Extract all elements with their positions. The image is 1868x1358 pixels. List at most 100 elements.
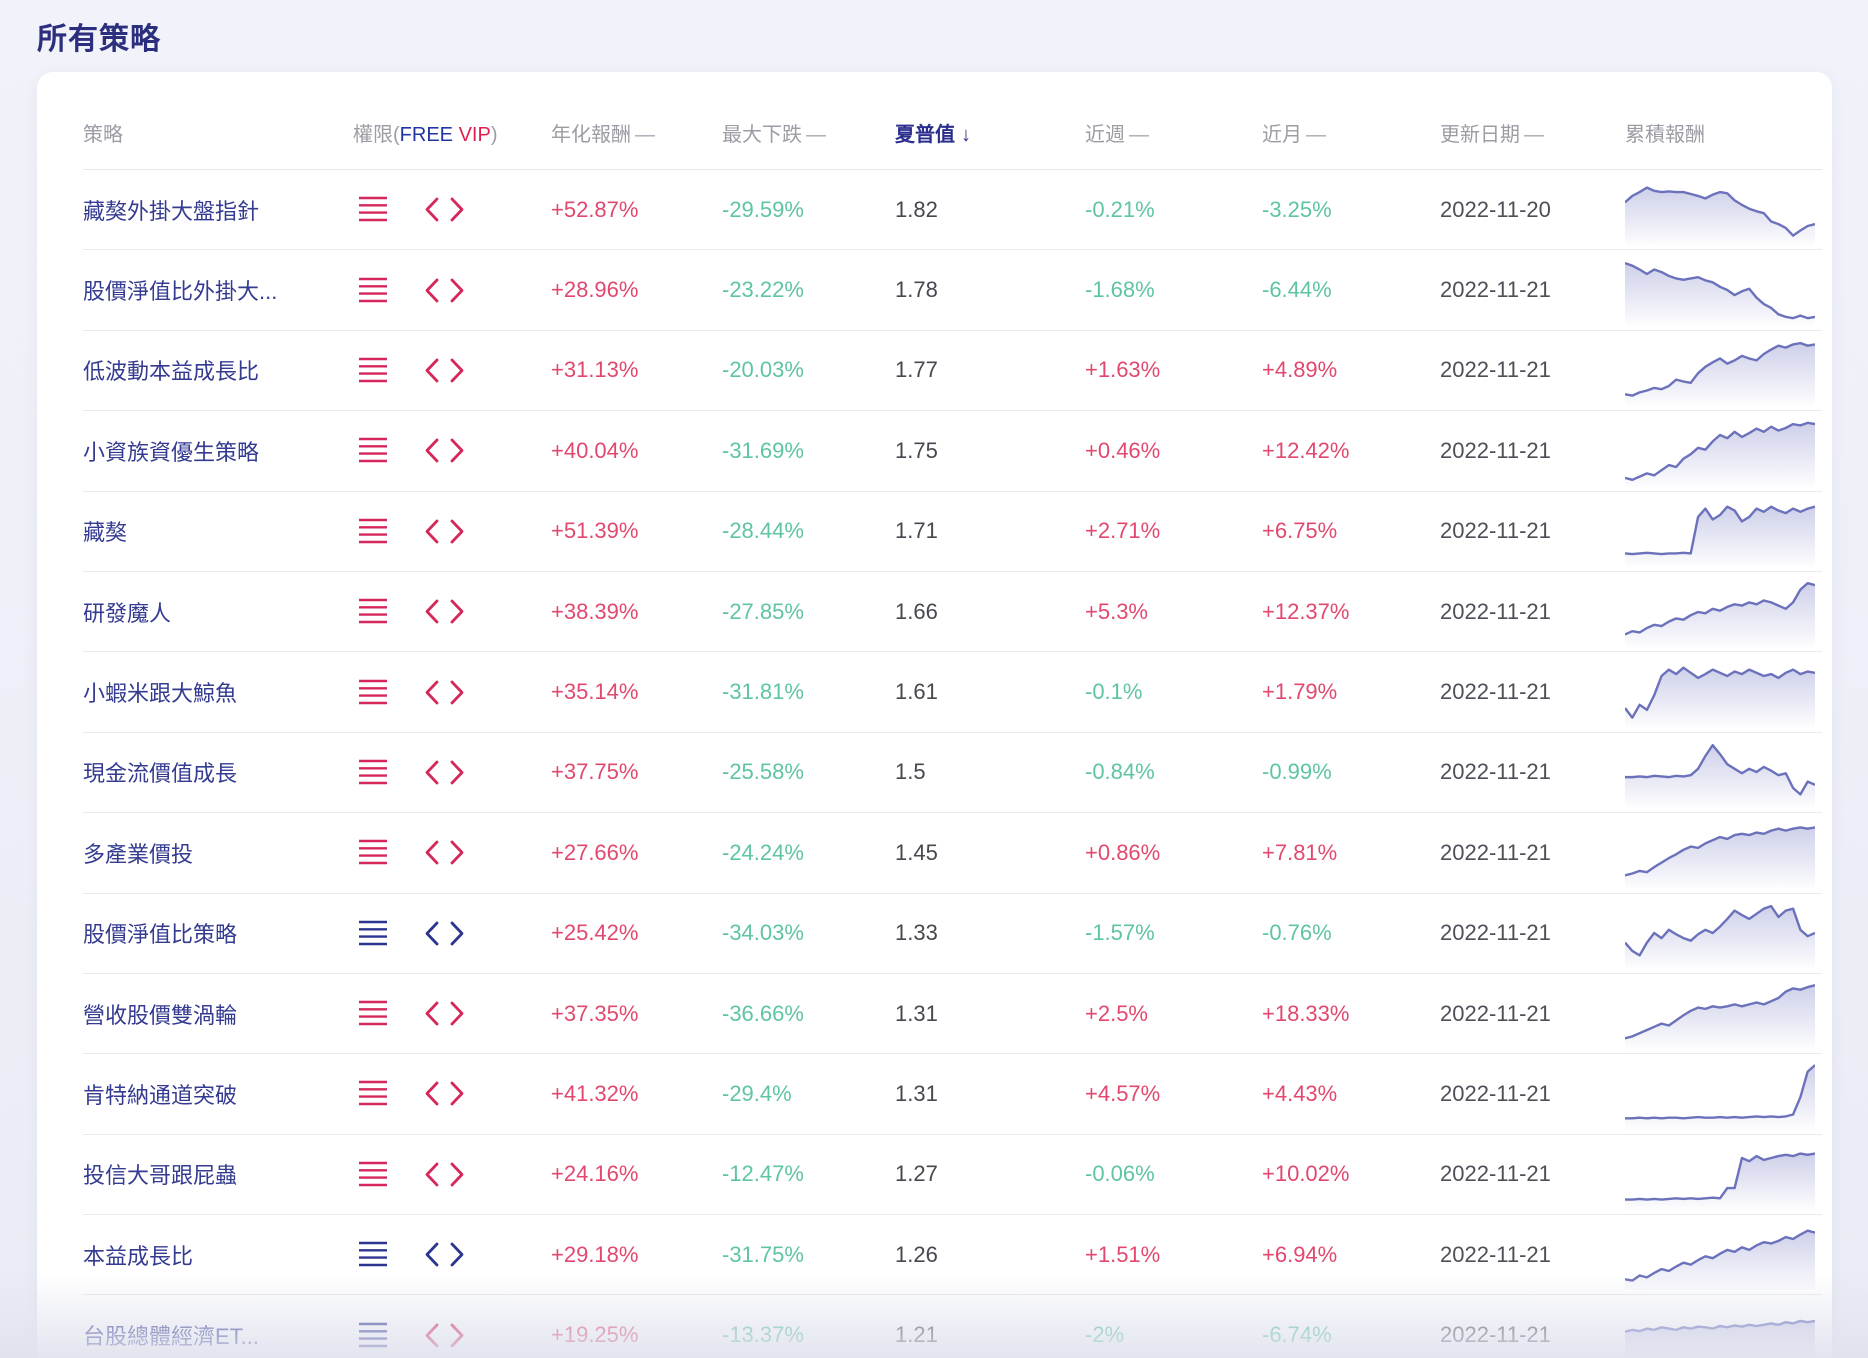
code-icon[interactable] bbox=[422, 196, 467, 223]
annualized-return-value: +24.16% bbox=[551, 1161, 639, 1187]
recent-month-value: -6.74% bbox=[1262, 1322, 1332, 1348]
annualized-return-value: +38.39% bbox=[551, 598, 639, 624]
permission-cell bbox=[353, 277, 551, 304]
sharpe-value: 1.27 bbox=[895, 1161, 938, 1187]
annualized-return-value: +27.66% bbox=[551, 839, 639, 865]
code-icon[interactable] bbox=[422, 1161, 467, 1188]
update-date: 2022-11-21 bbox=[1440, 1161, 1551, 1187]
annualized-return-value: +37.35% bbox=[551, 1000, 639, 1026]
recent-week-value: +1.51% bbox=[1085, 1241, 1161, 1267]
table-row[interactable]: 藏獒 +51.39% -28.44% 1.71 +2.71% +6.75% bbox=[83, 492, 1822, 572]
table-row[interactable]: 股價淨值比策略 +25.42% -34.03% 1.33 -1.57% -0.7 bbox=[83, 894, 1822, 974]
list-icon[interactable] bbox=[358, 920, 388, 947]
list-icon[interactable] bbox=[358, 437, 388, 464]
max-drawdown-value: -31.75% bbox=[722, 1241, 804, 1267]
table-row[interactable]: 研發魔人 +38.39% -27.85% 1.66 +5.3% +12.37% bbox=[83, 572, 1822, 653]
table-row[interactable]: 台股總體經濟ET... +19.25% -13.37% 1.21 -2% -6. bbox=[83, 1295, 1822, 1358]
code-icon[interactable] bbox=[422, 679, 467, 706]
update-date: 2022-11-21 bbox=[1440, 437, 1551, 463]
list-icon[interactable] bbox=[358, 518, 388, 545]
strategy-name: 藏獒 bbox=[83, 520, 128, 546]
code-icon[interactable] bbox=[422, 1322, 467, 1349]
code-icon[interactable] bbox=[422, 839, 467, 866]
recent-month-value: +6.75% bbox=[1262, 518, 1338, 544]
permission-cell bbox=[353, 1000, 551, 1027]
permission-cell bbox=[353, 759, 551, 786]
code-icon[interactable] bbox=[422, 759, 467, 786]
table-row[interactable]: 藏獒外掛大盤指針 +52.87% -29.59% 1.82 -0.21% -3. bbox=[83, 170, 1822, 251]
list-icon[interactable] bbox=[358, 196, 388, 223]
header-annualized-return[interactable]: 年化報酬 — bbox=[551, 124, 655, 146]
header-max-drawdown[interactable]: 最大下跌 — bbox=[722, 124, 826, 146]
table-row[interactable]: 投信大哥跟屁蟲 +24.16% -12.47% 1.27 -0.06% +10. bbox=[83, 1135, 1822, 1216]
sharpe-value: 1.21 bbox=[895, 1322, 938, 1348]
strategy-table-card: 策略 權限(FREE VIP) 年化報酬 — 最大下跌 — 夏普值 ↓ 近週 — 近月 —… bbox=[37, 72, 1832, 1358]
recent-month-value: +10.02% bbox=[1262, 1161, 1350, 1187]
sort-dash-icon: — bbox=[1129, 124, 1149, 146]
recent-week-value: +1.63% bbox=[1085, 357, 1161, 383]
code-icon[interactable] bbox=[422, 1080, 467, 1107]
sharpe-value: 1.45 bbox=[895, 839, 938, 865]
list-icon[interactable] bbox=[358, 1161, 388, 1188]
list-icon[interactable] bbox=[358, 1322, 388, 1349]
vip-tier-label: VIP bbox=[458, 124, 491, 146]
table-row[interactable]: 小蝦米跟大鯨魚 +35.14% -31.81% 1.61 -0.1% +1.79 bbox=[83, 652, 1822, 733]
permission-cell bbox=[353, 679, 551, 706]
header-recent-month[interactable]: 近月 — bbox=[1262, 124, 1326, 146]
permission-cell bbox=[353, 839, 551, 866]
header-recent-week[interactable]: 近週 — bbox=[1085, 124, 1149, 146]
cumulative-return-sparkline bbox=[1625, 818, 1822, 888]
update-date: 2022-11-21 bbox=[1440, 277, 1551, 303]
list-icon[interactable] bbox=[358, 598, 388, 625]
permission-cell bbox=[353, 1161, 551, 1188]
update-date: 2022-11-21 bbox=[1440, 920, 1551, 946]
annualized-return-value: +25.42% bbox=[551, 920, 639, 946]
recent-week-value: -2% bbox=[1085, 1322, 1125, 1348]
header-update-date[interactable]: 更新日期 — bbox=[1440, 124, 1544, 146]
strategy-name: 小資族資優生策略 bbox=[83, 439, 260, 465]
table-row[interactable]: 肯特納通道突破 +41.32% -29.4% 1.31 +4.57% +4.43 bbox=[83, 1054, 1822, 1135]
header-strategy[interactable]: 策略 bbox=[83, 124, 123, 146]
strategy-name: 現金流價值成長 bbox=[83, 761, 238, 787]
table-row[interactable]: 本益成長比 +29.18% -31.75% 1.26 +1.51% +6.94% bbox=[83, 1215, 1822, 1296]
code-icon[interactable] bbox=[422, 920, 467, 947]
code-icon[interactable] bbox=[422, 437, 467, 464]
permission-cell bbox=[353, 437, 551, 464]
table-row[interactable]: 股價淨值比外掛大... +28.96% -23.22% 1.78 -1.68% bbox=[83, 250, 1822, 331]
list-icon[interactable] bbox=[358, 1241, 388, 1268]
table-row[interactable]: 營收股價雙渦輪 +37.35% -36.66% 1.31 +2.5% +18.3 bbox=[83, 974, 1822, 1055]
recent-week-value: +2.71% bbox=[1085, 518, 1161, 544]
recent-month-value: +4.89% bbox=[1262, 357, 1338, 383]
sharpe-value: 1.33 bbox=[895, 920, 938, 946]
sharpe-value: 1.78 bbox=[895, 277, 938, 303]
recent-month-value: +4.43% bbox=[1262, 1080, 1338, 1106]
code-icon[interactable] bbox=[422, 598, 467, 625]
code-icon[interactable] bbox=[422, 518, 467, 545]
table-row[interactable]: 現金流價值成長 +37.75% -25.58% 1.5 -0.84% -0.99 bbox=[83, 733, 1822, 814]
table-row[interactable]: 多產業價投 +27.66% -24.24% 1.45 +0.86% +7.81% bbox=[83, 813, 1822, 894]
list-icon[interactable] bbox=[358, 679, 388, 706]
list-icon[interactable] bbox=[358, 277, 388, 304]
annualized-return-value: +31.13% bbox=[551, 357, 639, 383]
recent-week-value: -0.1% bbox=[1085, 679, 1143, 705]
list-icon[interactable] bbox=[358, 1000, 388, 1027]
page-title: 所有策略 bbox=[37, 23, 161, 56]
list-icon[interactable] bbox=[358, 1080, 388, 1107]
code-icon[interactable] bbox=[422, 1000, 467, 1027]
sort-dash-icon: — bbox=[1524, 124, 1544, 146]
cumulative-return-sparkline bbox=[1625, 496, 1822, 567]
list-icon[interactable] bbox=[358, 839, 388, 866]
list-icon[interactable] bbox=[358, 357, 388, 384]
annualized-return-value: +51.39% bbox=[551, 518, 639, 544]
header-sharpe-sorted[interactable]: 夏普值 ↓ bbox=[895, 124, 971, 146]
recent-week-value: +5.3% bbox=[1085, 598, 1148, 624]
header-permission[interactable]: 權限(FREE VIP) bbox=[353, 124, 498, 146]
table-row[interactable]: 小資族資優生策略 +40.04% -31.69% 1.75 +0.46% +12 bbox=[83, 411, 1822, 492]
code-icon[interactable] bbox=[422, 357, 467, 384]
table-header-row: 策略 權限(FREE VIP) 年化報酬 — 最大下跌 — 夏普值 ↓ 近週 — 近月 —… bbox=[83, 72, 1822, 170]
code-icon[interactable] bbox=[422, 277, 467, 304]
list-icon[interactable] bbox=[358, 759, 388, 786]
max-drawdown-value: -27.85% bbox=[722, 598, 804, 624]
code-icon[interactable] bbox=[422, 1241, 467, 1268]
table-row[interactable]: 低波動本益成長比 +31.13% -20.03% 1.77 +1.63% +4. bbox=[83, 331, 1822, 412]
